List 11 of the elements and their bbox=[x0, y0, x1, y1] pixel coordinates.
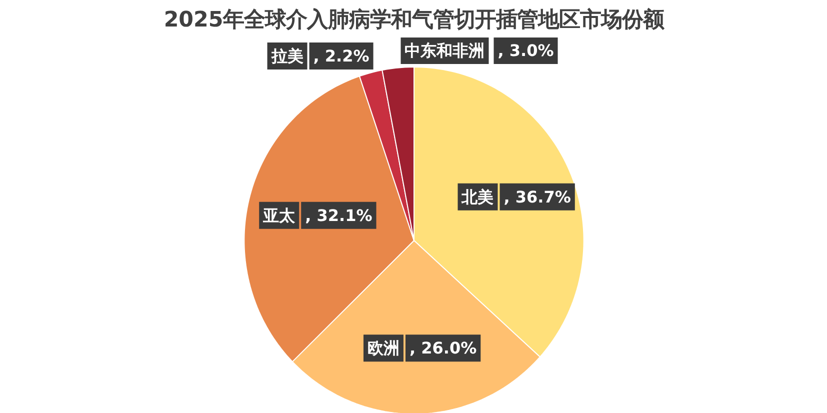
data-label: , 2.2% bbox=[313, 46, 370, 66]
data-label: , 32.1% bbox=[305, 206, 372, 225]
slice-label: 北美 bbox=[460, 187, 494, 206]
data-label: , 36.7% bbox=[504, 187, 571, 206]
slice-label: 中东和非洲 bbox=[404, 41, 485, 60]
data-label: , 26.0% bbox=[409, 338, 477, 358]
slice-label: 欧洲 bbox=[367, 338, 400, 358]
slice-label: 亚太 bbox=[262, 206, 296, 225]
chart-title: 2025年全球介入肺病学和气管切开插管地区市场份额 bbox=[164, 8, 666, 32]
slice-label: 拉美 bbox=[270, 46, 304, 66]
data-label: , 3.0% bbox=[498, 41, 554, 60]
